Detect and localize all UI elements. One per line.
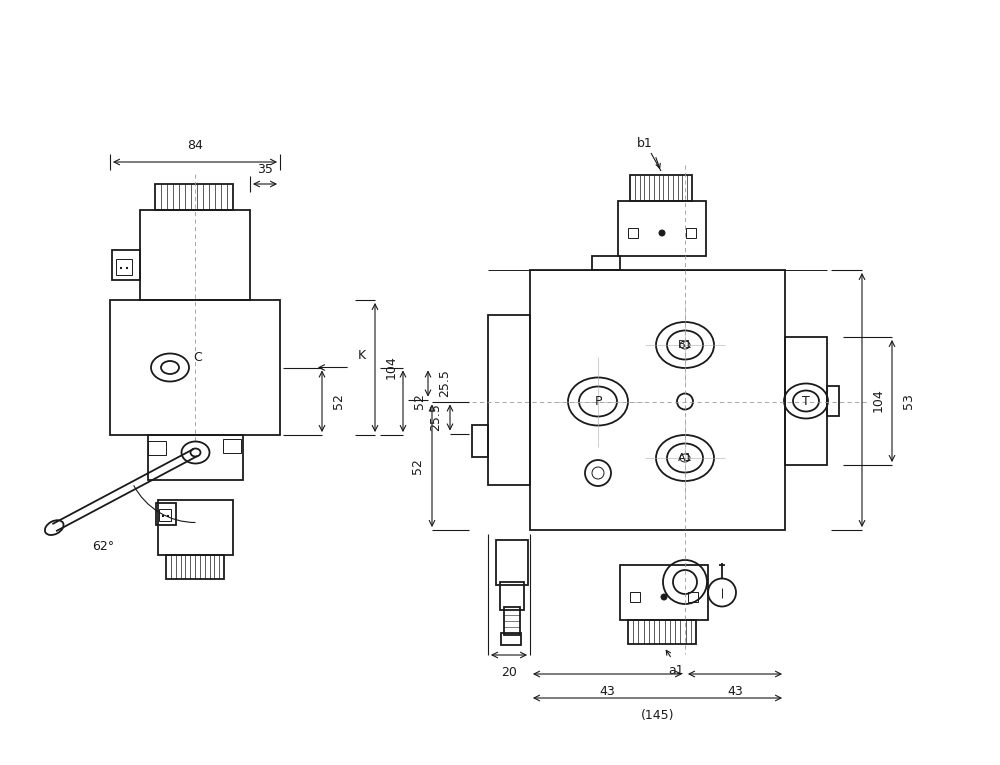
Bar [630, 175, 692, 201]
Text: 20: 20 [501, 666, 517, 679]
Text: 43: 43 [727, 685, 743, 698]
Bar [116, 259, 132, 275]
Bar [112, 250, 140, 280]
Text: 52: 52 [411, 457, 424, 474]
Bar [166, 555, 224, 579]
Text: K: K [358, 349, 366, 362]
Text: 62°: 62° [92, 541, 115, 554]
Bar [827, 386, 839, 416]
Text: 43: 43 [600, 685, 615, 698]
Text: 84: 84 [187, 139, 203, 152]
Bar [496, 540, 528, 585]
Bar [158, 500, 233, 555]
Bar [628, 620, 696, 644]
Bar [628, 228, 638, 238]
Text: 25.5: 25.5 [438, 369, 451, 398]
Text: P: P [594, 395, 602, 408]
Text: T: T [802, 395, 810, 408]
Bar [501, 633, 521, 645]
Text: 104: 104 [872, 388, 885, 412]
Bar [488, 315, 530, 485]
Bar [148, 435, 243, 480]
Circle shape [659, 230, 665, 236]
Bar [592, 256, 620, 270]
Bar [500, 582, 524, 610]
Bar [630, 592, 640, 602]
Text: C: C [194, 351, 202, 364]
Text: 104: 104 [385, 356, 398, 379]
Text: a1: a1 [668, 664, 684, 677]
Text: B1: B1 [678, 340, 692, 350]
Bar [618, 201, 706, 256]
Bar [686, 228, 696, 238]
Text: A1: A1 [678, 453, 692, 463]
Bar [159, 509, 171, 521]
Bar [530, 270, 785, 530]
Bar [110, 300, 280, 435]
Bar [472, 425, 488, 457]
Bar [688, 592, 698, 602]
Text: b1: b1 [637, 137, 653, 150]
Bar [148, 441, 166, 455]
Bar [785, 337, 827, 465]
Text: 35: 35 [257, 163, 273, 176]
Bar [140, 210, 250, 300]
Bar [156, 503, 176, 525]
Bar [620, 565, 708, 620]
Circle shape [661, 594, 667, 600]
Bar [223, 439, 241, 453]
Text: 53: 53 [902, 393, 915, 409]
Text: 52: 52 [332, 393, 345, 409]
Text: 25.5: 25.5 [429, 404, 442, 431]
Text: 52: 52 [413, 393, 426, 409]
Bar [155, 184, 233, 210]
Bar [504, 607, 520, 635]
Text: (145): (145) [641, 709, 674, 722]
